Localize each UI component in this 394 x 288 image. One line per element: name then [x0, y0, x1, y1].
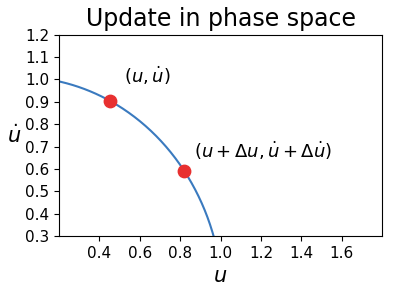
Point: [106, 98, 113, 103]
Y-axis label: $\dot{u}$: $\dot{u}$: [7, 124, 21, 147]
Title: Update in phase space: Update in phase space: [85, 7, 356, 31]
X-axis label: $u$: $u$: [214, 266, 228, 287]
Text: $(u, \dot{u})$: $(u, \dot{u})$: [124, 65, 170, 87]
Text: $(u + \Delta u, \dot{u} + \Delta \dot{u})$: $(u + \Delta u, \dot{u} + \Delta \dot{u}…: [194, 140, 333, 162]
Point: [181, 169, 188, 173]
